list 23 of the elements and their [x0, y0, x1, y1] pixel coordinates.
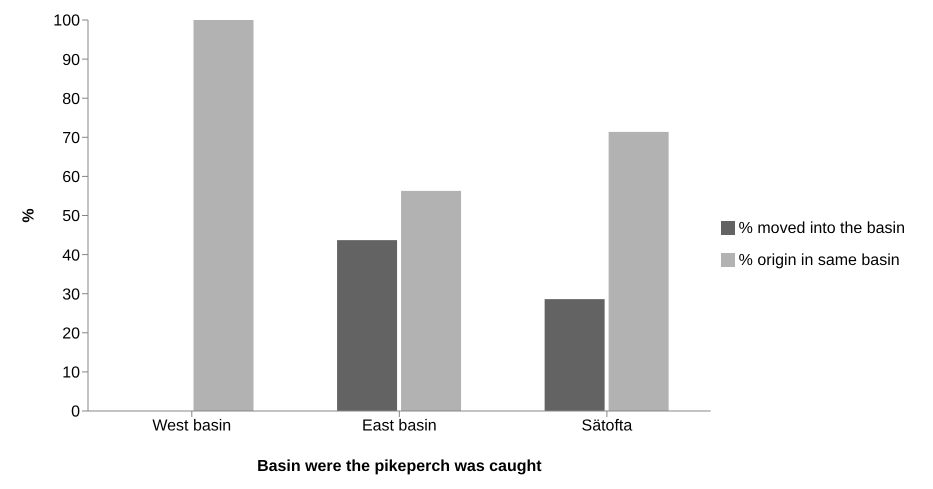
bar [544, 299, 605, 411]
y-tick-label: 100 [53, 12, 80, 30]
y-tick-label: 0 [71, 404, 80, 421]
y-tick-label: 20 [62, 325, 80, 342]
x-tick-label: East basin [362, 417, 437, 434]
legend-label: % origin in same basin [738, 252, 900, 268]
bar [337, 240, 398, 411]
x-tick-label: Sätofta [582, 417, 632, 434]
y-tick-label: 50 [62, 208, 80, 226]
y-tick-label: 90 [62, 52, 80, 69]
y-tick-label: 80 [62, 90, 80, 108]
bar [608, 132, 669, 411]
y-tick-label: 60 [62, 169, 80, 186]
x-tick-label: West basin [152, 417, 232, 434]
bar [401, 190, 462, 411]
y-axis-title: % [20, 208, 38, 223]
legend-label: % moved into the basin [738, 220, 905, 236]
y-tick-label: 30 [62, 286, 80, 304]
y-tick-label: 40 [62, 247, 80, 264]
x-axis-title: Basin were the pikeperch was caught [257, 458, 542, 475]
bar [194, 20, 254, 411]
y-tick-label: 70 [62, 130, 80, 147]
y-tick-label: 10 [62, 364, 80, 382]
